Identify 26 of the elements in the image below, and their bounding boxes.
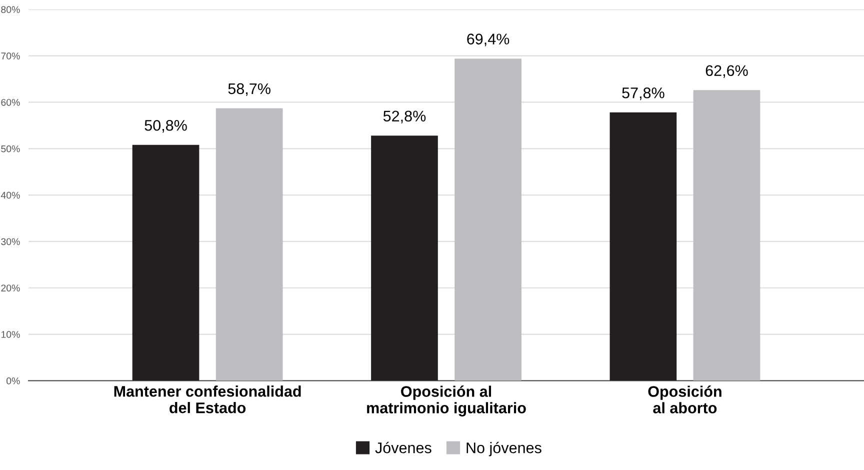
bar (693, 90, 760, 381)
bar (132, 144, 200, 381)
data-label: 69,4% (467, 34, 510, 46)
y-tick-label: 50% (1, 145, 20, 152)
y-tick-label: 40% (0, 192, 20, 199)
data-label: 58,7% (228, 83, 270, 96)
data-label: 50,8% (144, 120, 187, 133)
bar (371, 136, 438, 381)
legend-label: Jóvenes (375, 442, 432, 454)
y-tick-label: 0% (6, 377, 20, 384)
data-label: 62,6% (706, 65, 748, 78)
y-tick-label: 80% (1, 6, 20, 14)
y-tick-label: 10% (1, 331, 20, 338)
y-tick-label: 70% (1, 52, 20, 60)
legend-label: No jóvenes (466, 442, 542, 456)
x-tick-label: Oposición al aborto (648, 386, 722, 414)
bar (610, 112, 677, 381)
x-tick-label: Mantener confesionalidad del Estado (114, 386, 301, 414)
y-tick-label: 30% (1, 238, 20, 246)
y-tick-label: 20% (1, 284, 20, 292)
x-tick-label: Oposición al matrimonio igualitario (367, 386, 526, 416)
y-tick-label: 60% (1, 98, 20, 106)
data-label: 57,8% (622, 87, 664, 100)
bar (454, 58, 522, 381)
data-label: 52,8% (383, 110, 426, 124)
bar (216, 108, 283, 381)
